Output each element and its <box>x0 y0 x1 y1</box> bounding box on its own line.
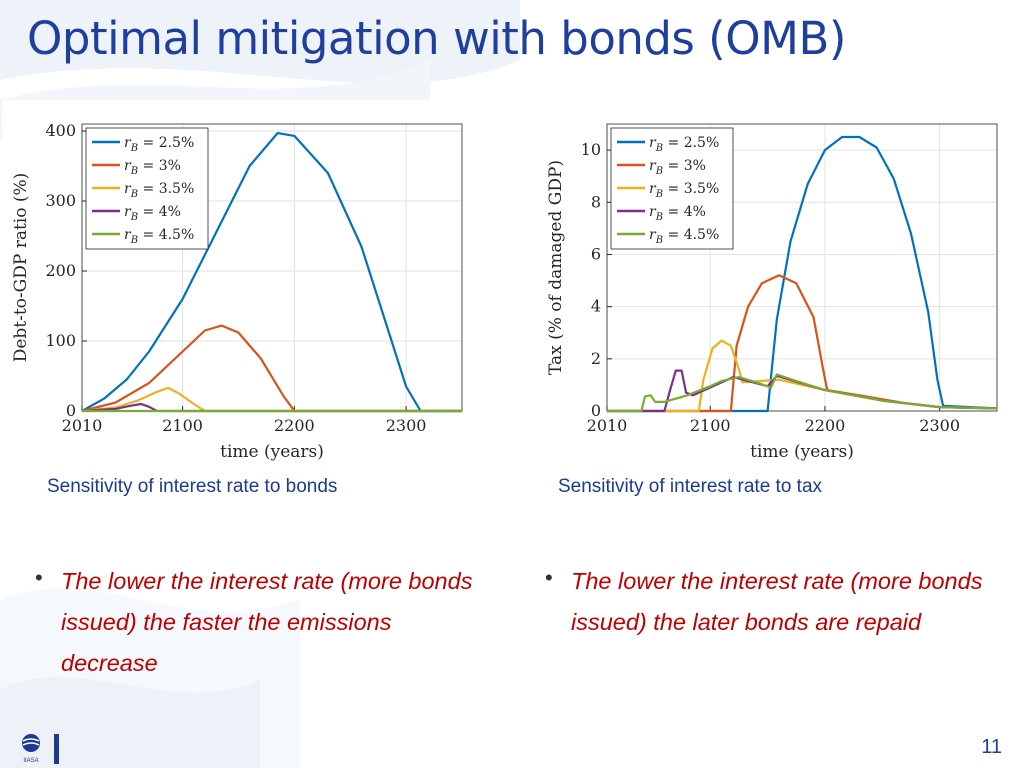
legend-entry: rB = 4% <box>124 204 181 223</box>
legend: rB = 2.5% rB = 3% rB = 3.5% rB = 4% rB = 4.5… <box>85 127 209 250</box>
y-tick-label: 400 <box>45 121 76 140</box>
slide-title: Optimal mitigation with bonds (OMB) <box>27 12 846 65</box>
tax-chart: 2010 2100 2200 2300 0 2 4 6 8 10 time (years) Tax (… <box>545 100 1015 470</box>
y-tick-label: 100 <box>45 331 76 350</box>
legend-entry: rB = 2.5% <box>124 135 194 154</box>
legend-entry: rB = 3% <box>649 158 706 177</box>
x-tick-label: 2010 <box>587 416 628 435</box>
legend-entry: rB = 4.5% <box>649 227 719 246</box>
y-tick-label: 6 <box>591 244 601 263</box>
iiasa-logo-icon: IIASA <box>22 734 59 764</box>
series-line <box>607 373 998 413</box>
debt-to-gdp-chart: 2010 2100 2200 2300 0 100 200 300 400 time (years… <box>2 100 482 470</box>
y-axis-label: Debt-to-GDP ratio (%) <box>11 173 31 363</box>
series-line <box>81 324 462 413</box>
legend-entry: rB = 3.5% <box>649 181 719 200</box>
y-tick-label: 0 <box>66 401 76 420</box>
y-axis-label: Tax (% of damaged GDP) <box>546 160 566 375</box>
y-tick-label: 8 <box>591 192 601 211</box>
x-tick-label: 2100 <box>162 416 203 435</box>
x-tick-label: 2200 <box>274 416 315 435</box>
legend-entry: rB = 2.5% <box>649 135 719 154</box>
right-chart-caption: Sensitivity of interest rate to tax <box>558 476 823 497</box>
x-axis-label: time (years) <box>220 442 324 462</box>
series-line <box>607 274 998 413</box>
bullet-dot-icon: • <box>35 565 43 590</box>
legend: rB = 2.5% rB = 3% rB = 3.5% rB = 4% rB = 4.5… <box>610 127 734 250</box>
bullet-text: The lower the interest rate (more bonds … <box>61 568 473 676</box>
x-tick-label: 2200 <box>805 416 846 435</box>
x-tick-label: 2010 <box>62 416 103 435</box>
x-tick-label: 2300 <box>919 416 960 435</box>
x-tick-label: 2300 <box>386 416 427 435</box>
x-tick-label: 2100 <box>690 416 731 435</box>
bullet-text: The lower the interest rate (more bonds … <box>571 568 983 635</box>
y-tick-label: 2 <box>591 349 601 368</box>
series-line <box>607 369 998 413</box>
series-line <box>81 386 462 413</box>
y-tick-label: 200 <box>45 261 76 280</box>
left-chart-caption: Sensitivity of interest rate to bonds <box>47 476 338 497</box>
y-tick-label: 300 <box>45 191 76 210</box>
legend-entry: rB = 4% <box>649 204 706 223</box>
x-axis-label: time (years) <box>750 442 854 462</box>
bullet-dot-icon: • <box>545 565 553 590</box>
series-line <box>607 135 998 413</box>
svg-text:IIASA: IIASA <box>23 758 38 764</box>
page-number: 11 <box>981 736 1002 758</box>
legend-entry: rB = 3.5% <box>124 181 194 200</box>
y-tick-label: 4 <box>591 297 601 316</box>
legend-entry: rB = 3% <box>124 158 181 177</box>
series-line <box>81 132 462 413</box>
legend-entry: rB = 4.5% <box>124 227 194 246</box>
plot-frame <box>606 123 998 412</box>
y-tick-label: 0 <box>591 401 601 420</box>
y-tick-label: 10 <box>581 140 601 159</box>
